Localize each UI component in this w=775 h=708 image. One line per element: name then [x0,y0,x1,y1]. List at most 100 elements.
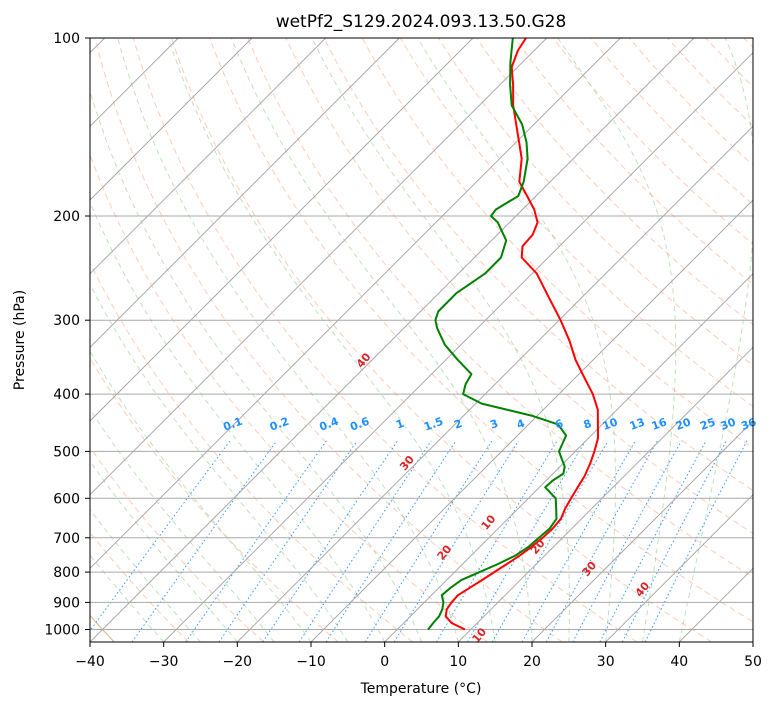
mixing-ratio-line [393,440,519,642]
x-tick-label: 10 [449,654,467,670]
isotherm-line [90,38,548,496]
dry-adiabat [437,38,753,366]
mixing-ratio-label: 30 [719,415,738,433]
dry-adiabat [667,38,753,127]
moist-adiabat [557,38,677,642]
dry-adiabat [90,531,190,642]
dewpoint-profile [427,38,568,631]
x-tick-label: −20 [223,654,253,670]
dry-adiabat [170,38,712,642]
moist-adiabat [230,38,533,642]
dry-adiabat [94,38,563,642]
x-tick-label: 50 [744,654,762,670]
mixing-ratio-label: 25 [698,415,717,432]
moist-adiabat [90,201,386,642]
y-tick-label: 100 [53,31,80,47]
isotherm-line [163,51,753,642]
mixing-ratio-label: 6 [553,417,565,432]
dry-adiabat-label: 20 [435,542,455,562]
dry-adiabat [514,38,753,285]
mixing-ratio-label: 16 [650,415,669,433]
y-tick-label: 700 [53,531,80,547]
mixing-ratio-label: 0.4 [318,415,341,434]
dry-adiabat [743,38,753,49]
isotherm-line [90,38,400,349]
x-axis-label: Temperature (°C) [360,681,482,697]
x-tick-label: −40 [75,654,105,670]
mixing-ratio-label: 4 [515,417,527,432]
isotherm-line [752,641,753,642]
x-tick-label: 40 [670,654,688,670]
dry-adiabat [132,38,638,642]
temperature-profile [444,38,599,631]
mixing-ratio-label: 0.1 [221,415,244,434]
isotherm-line [90,38,253,201]
mixing-ratio-line [435,440,558,642]
mixing-ratio-line [185,440,327,642]
moist-adiabat [90,408,275,642]
dry-adiabat [209,38,753,623]
y-tick-label: 200 [53,209,80,225]
dry-adiabat [90,446,264,642]
y-axis-label: Pressure (hPa) [12,290,28,390]
isotherm-line [678,567,753,642]
x-tick-label: 20 [523,654,541,670]
y-tick-label: 600 [53,491,80,507]
mixing-ratio-label: 0.2 [268,415,291,434]
mixing-ratio-label: 13 [628,415,647,432]
moist-adiabat [90,554,165,642]
isotherm-line [90,38,695,642]
x-tick-label: −30 [149,654,179,670]
mixing-ratio-label: 8 [582,417,594,432]
mixing-ratio-line [644,440,748,642]
mixing-ratio-label: 0.6 [348,415,371,434]
mixing-ratio-line [521,440,636,642]
dry-adiabat [552,38,753,245]
isotherm-line [310,199,753,642]
isotherm-line [384,272,753,642]
mixing-ratio-line [467,440,586,642]
y-tick-label: 900 [53,595,80,611]
mixing-ratio-label: 20 [674,415,693,433]
moist-adiabat [90,350,312,642]
moist-adiabat [417,38,617,642]
mixing-ratio-line [262,440,399,642]
moist-adiabat-label: 30 [579,559,599,579]
y-tick-label: 500 [53,444,80,460]
mixing-ratio-line [325,440,457,642]
moist-adiabat [90,460,238,642]
mixing-ratio-label: 10 [601,415,620,433]
mixing-ratio-line [545,440,658,642]
moist-adiabat [117,38,459,642]
moist-adiabat-label: 20 [528,537,548,557]
mixing-ratio-label: 3 [488,417,500,432]
y-tick-label: 1000 [44,623,80,639]
isotherm-line [236,125,753,642]
isotherm-line [605,493,753,642]
mixing-ratio-line [90,440,231,632]
dry-adiabat [90,357,339,642]
mixing-ratio-label: 1 [394,417,406,432]
moist-adiabat [167,38,496,642]
y-tick-label: 800 [53,565,80,581]
isotherm-line [90,38,474,422]
dry-adiabat [90,153,488,642]
mixing-ratio-line [491,440,609,642]
isotherm-line [90,38,621,570]
mixing-ratio-label: 1.5 [422,415,445,434]
mixing-ratio-line [298,440,432,642]
mixing-ratio-label: 36 [739,415,758,433]
mixing-ratio-line [621,440,727,642]
x-tick-label: 0 [380,654,389,670]
y-tick-label: 300 [53,313,80,329]
moist-adiabat [90,508,201,642]
isotherm-line [457,346,753,642]
isotherm-line [90,38,327,275]
dry-adiabat [247,38,753,578]
dry-adiabat-label: 40 [354,350,374,370]
dry-adiabat [285,38,753,535]
x-tick-label: −10 [296,654,326,670]
y-tick-label: 400 [53,387,80,403]
